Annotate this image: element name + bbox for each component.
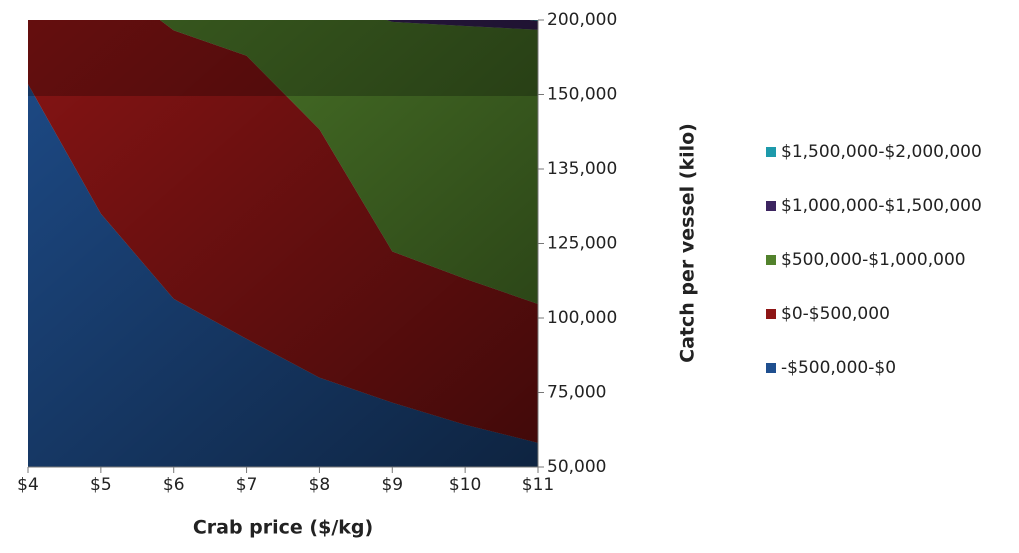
x-tick-label: $10 — [449, 475, 481, 495]
legend-swatch — [766, 201, 776, 211]
y-tick-label: 135,000 — [547, 159, 617, 179]
legend-swatch — [766, 147, 776, 157]
x-tick-label: $8 — [309, 475, 331, 495]
y-tick-label: 100,000 — [547, 308, 617, 328]
legend-label: $500,000-$1,000,000 — [781, 250, 966, 270]
x-axis-title: Crab price ($/kg) — [193, 517, 373, 539]
contour-band — [529, 20, 538, 21]
legend-swatch — [766, 255, 776, 265]
y-tick-label: 200,000 — [547, 10, 617, 30]
x-tick-label: $6 — [163, 475, 185, 495]
y-tick-label: 50,000 — [547, 457, 606, 477]
x-tick-label: $11 — [522, 475, 554, 495]
y-tick-label: 150,000 — [547, 85, 617, 105]
legend-swatch — [766, 363, 776, 373]
shading — [28, 20, 538, 467]
legend-label: $1,000,000-$1,500,000 — [781, 196, 982, 216]
y-tick-label: 75,000 — [547, 383, 606, 403]
legend-label: $0-$500,000 — [781, 304, 890, 324]
x-tick-label: $4 — [17, 475, 39, 495]
y-tick-label: 125,000 — [547, 234, 617, 254]
x-tick-label: $7 — [236, 475, 258, 495]
y-axis-title: Catch per vessel (kilo) — [677, 123, 699, 363]
legend-label: -$500,000-$0 — [781, 358, 896, 378]
x-tick-label: $5 — [90, 475, 112, 495]
legend-label: $1,500,000-$2,000,000 — [781, 142, 982, 162]
legend-swatch — [766, 309, 776, 319]
x-tick-label: $9 — [381, 475, 403, 495]
